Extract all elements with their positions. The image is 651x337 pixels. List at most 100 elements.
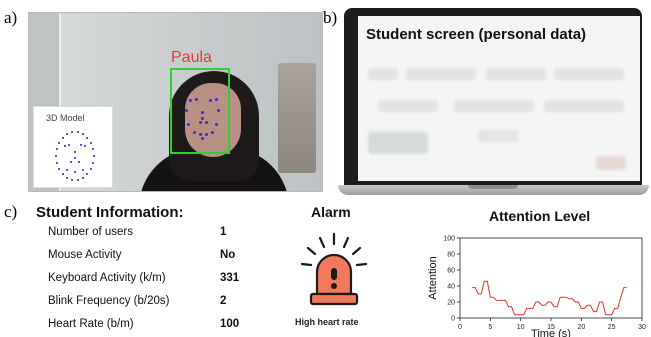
model-point [70,161,72,163]
webcam-view: Paula 3D Model [28,12,323,192]
model-point [66,133,69,136]
landmark-point [215,98,218,101]
landmark-point [199,133,202,136]
landmark-point [195,98,198,101]
blurred-field [406,68,476,80]
model-point [84,145,86,147]
info-row-users: Number of users 1 [48,226,248,244]
attention-chart: 0 5 10 15 20 25 30 0 20 40 60 80 100 Time (s) Attentio… [427,236,646,337]
model-point [81,133,84,136]
chart-title: Attention Level [489,208,591,224]
info-value: 331 [220,272,240,284]
laptop-notch [468,185,518,189]
model-point [92,161,95,164]
model-point [76,178,79,181]
blurred-field [478,130,518,142]
panel-c-label: c) [4,202,18,221]
3d-face-model [52,129,96,181]
model-point [89,142,92,145]
model-point [71,178,74,181]
info-row-keyboard: Keyboard Activity (k/m) 331 [48,272,248,290]
info-value: 2 [220,295,227,307]
model-point [66,169,68,171]
landmark-point [199,121,202,124]
landmark-point [209,99,212,102]
panel-a-label: a) [4,8,18,27]
y-tick-label: 80 [447,252,455,259]
x-tick-label: 25 [608,324,616,331]
info-value: 100 [220,318,240,330]
y-tick-label: 0 [451,316,455,323]
blurred-field [544,100,624,112]
model-point [93,155,95,157]
y-tick-label: 100 [443,236,455,243]
landmark-point [201,111,204,114]
siren-icon [300,232,368,306]
laptop-screen-frame: Student screen (personal data) [344,8,642,185]
landmark-point [205,121,208,124]
info-label: Heart Rate (b/m) [48,318,134,330]
blurred-block [368,132,428,154]
face-bounding-box [170,68,230,154]
model-point [78,161,80,163]
student-screen-title: Student screen (personal data) [366,26,587,43]
blurred-field [486,68,546,80]
landmark-point [205,133,208,136]
landmark-point [215,123,218,126]
model-point [74,151,76,153]
alarm-title: Alarm [311,204,351,220]
blurred-button [596,156,626,170]
background-shelf [278,63,316,173]
x-tick-label: 5 [488,324,492,331]
model-point [92,148,95,151]
blurred-field [368,68,398,80]
info-label: Keyboard Activity (k/m) [48,272,166,284]
info-label: Mouse Activity [48,249,122,261]
model-point [89,167,92,170]
info-row-mouse: Mouse Activity No [48,249,248,267]
info-label: Number of users [48,226,134,238]
info-value: 1 [220,226,227,238]
landmark-point [185,109,188,112]
model-point [61,136,64,139]
x-tick-label: 0 [458,324,462,331]
landmark-point [217,109,220,112]
laptop-base [338,185,649,195]
model-point [71,131,74,134]
y-tick-label: 20 [447,300,455,307]
person-name-label: Paula [171,49,212,66]
info-value: No [220,249,236,261]
y-tick-label: 60 [447,268,455,275]
landmark-point [201,137,204,140]
model-point [74,171,76,173]
face-landmarks [179,93,229,153]
plot-frame [459,237,643,319]
info-row-heart-rate: Heart Rate (b/m) 100 [48,318,248,336]
model-point [74,157,76,159]
landmark-point [189,99,192,102]
model-point [55,148,58,151]
model-point [61,173,64,176]
x-tick-label: 10 [517,324,525,331]
landmark-point [211,131,214,134]
model-point [86,136,89,139]
panel-b-label: b) [323,8,338,27]
blurred-field [554,68,624,80]
y-tick-label: 40 [447,284,455,291]
attention-series-line [472,280,627,316]
model-point [80,144,82,146]
student-screen: Student screen (personal data) [358,16,640,181]
model-point [58,142,61,145]
info-label: Blink Frequency (b/20s) [48,295,170,307]
x-axis-label: Time (s) [531,328,571,337]
x-tick-label: 20 [577,324,585,331]
landmark-point [187,123,190,126]
person-face [185,83,241,157]
student-info-title: Student Information: [36,204,184,221]
x-tick-label: 15 [547,324,555,331]
landmark-point [201,117,204,120]
model-point [68,144,70,146]
model-point [81,176,84,179]
model-point [64,145,66,147]
3d-model-panel: 3D Model [33,106,113,188]
